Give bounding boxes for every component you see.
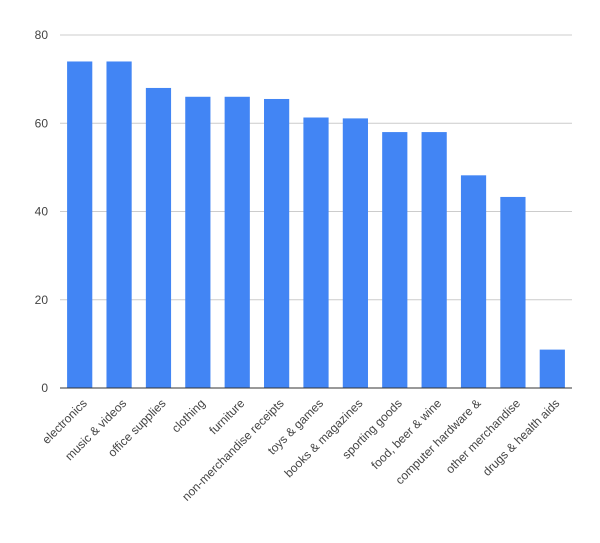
bar-5 [224, 96, 250, 389]
y-tick-label: 40 [35, 205, 49, 219]
bar-9 [382, 132, 408, 388]
y-tick-label: 0 [41, 381, 48, 395]
bar-1 [67, 61, 93, 388]
y-tick-label: 20 [35, 293, 49, 307]
bar-8 [342, 118, 368, 389]
y-tick-label: 60 [35, 116, 49, 130]
y-axis-tick-labels: 0 20 40 60 80 [35, 28, 49, 395]
bar-11 [460, 175, 487, 388]
bar-4 [185, 96, 211, 389]
y-tick-label: 80 [35, 28, 49, 42]
bar-12 [500, 196, 526, 388]
bar-10 [421, 132, 447, 388]
x-category-label: food, beer & wine [368, 396, 444, 472]
bar-6 [264, 98, 290, 388]
bar-3 [145, 87, 172, 388]
bar-7 [303, 117, 329, 389]
bars [67, 61, 565, 389]
x-category-label: clothing [169, 396, 208, 435]
bar-13 [539, 349, 565, 388]
x-category-label: drugs & health aids [480, 396, 563, 479]
bar-2 [106, 61, 132, 388]
